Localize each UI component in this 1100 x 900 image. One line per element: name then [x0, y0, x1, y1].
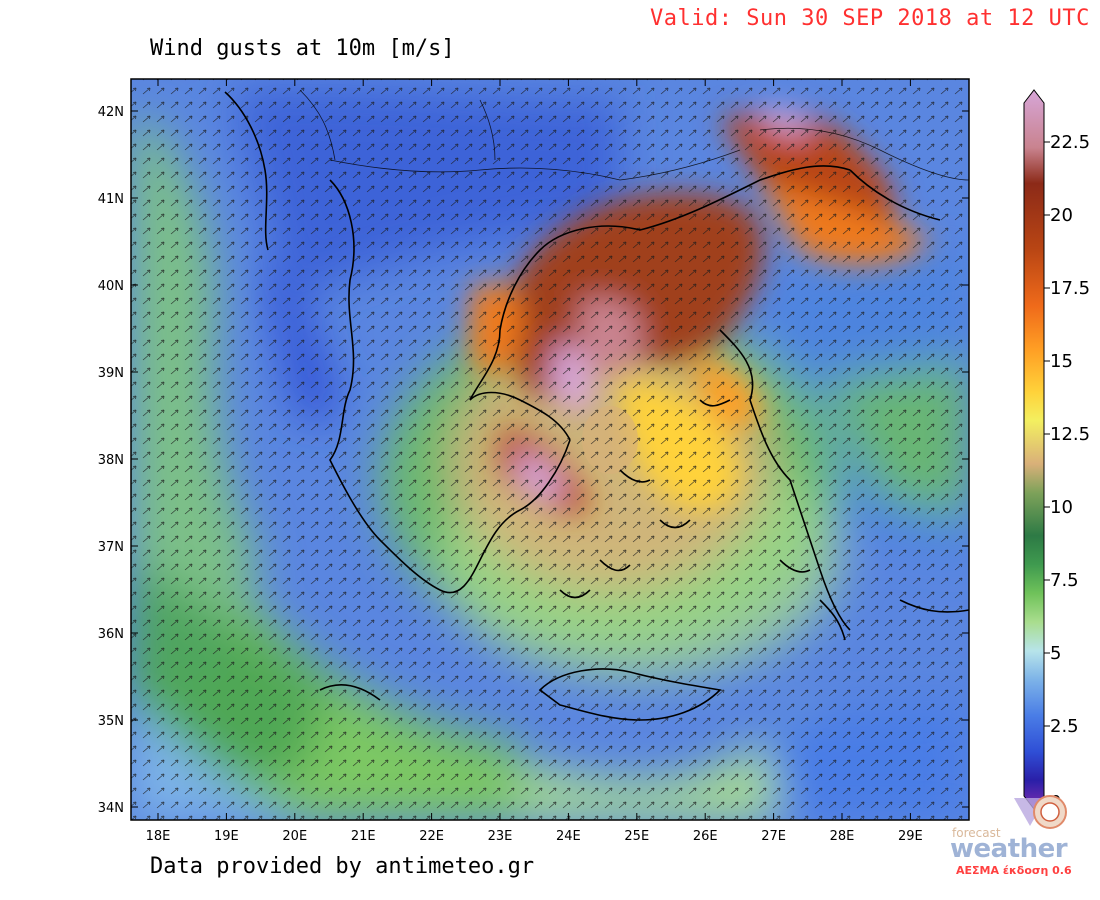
- valid-time-label: Valid: Sun 30 SEP 2018 at 12 UTC: [650, 6, 1090, 31]
- lon-label: 23E: [488, 829, 513, 844]
- logo-forecast-text: forecast: [952, 826, 1001, 840]
- lat-label: 39N: [98, 366, 124, 381]
- lon-label: 20E: [282, 829, 307, 844]
- lon-label: 18E: [146, 829, 171, 844]
- lat-label: 37N: [98, 540, 124, 555]
- longitude-axis: 18E 19E 20E 21E 22E 23E 24E 25E 26E 27E 28E 29E: [146, 79, 923, 844]
- lat-label: 36N: [98, 627, 124, 642]
- map-title: Wind gusts at 10m [m/s]: [150, 36, 455, 61]
- lat-label: 35N: [98, 714, 124, 729]
- forecast-weather-logo: [950, 790, 1070, 880]
- lon-label: 26E: [693, 829, 718, 844]
- borders: [299, 89, 969, 181]
- logo-version-text: ΑΕΣΜΑ έκδοση 0.6: [956, 864, 1072, 877]
- colorbar-label: 22.5: [1050, 132, 1090, 153]
- data-credit: Data provided by antimeteo.gr: [150, 854, 535, 879]
- colorbar-label: 12.5: [1050, 424, 1090, 445]
- lat-label: 34N: [98, 801, 124, 816]
- lon-label: 28E: [830, 829, 855, 844]
- wind-field: [131, 79, 969, 820]
- lon-label: 27E: [761, 829, 786, 844]
- logo-weather-text: weather: [950, 834, 1068, 864]
- colorbar-label: 5: [1050, 643, 1061, 664]
- lon-label: 25E: [624, 829, 649, 844]
- lon-label: 24E: [556, 829, 581, 844]
- lon-label: 22E: [419, 829, 444, 844]
- lat-label: 40N: [98, 279, 124, 294]
- map-frame: [130, 78, 970, 821]
- colorbar-label: 20: [1050, 205, 1073, 226]
- lon-label: 19E: [214, 829, 239, 844]
- lat-label: 38N: [98, 453, 124, 468]
- colorbar-label: 17.5: [1050, 278, 1090, 299]
- colorbar-label: 10: [1050, 497, 1073, 518]
- lon-label: 21E: [351, 829, 376, 844]
- latitude-axis: 42N 41N 40N 39N 38N 37N 36N 35N 34N: [98, 105, 969, 816]
- lon-label: 29E: [898, 829, 923, 844]
- lat-label: 42N: [98, 105, 124, 120]
- colorbar-label: 2.5: [1050, 716, 1079, 737]
- lat-label: 41N: [98, 192, 124, 207]
- colorbar-label: 7.5: [1050, 570, 1079, 591]
- coastlines: [224, 91, 969, 721]
- colorbar-label: 15: [1050, 351, 1073, 372]
